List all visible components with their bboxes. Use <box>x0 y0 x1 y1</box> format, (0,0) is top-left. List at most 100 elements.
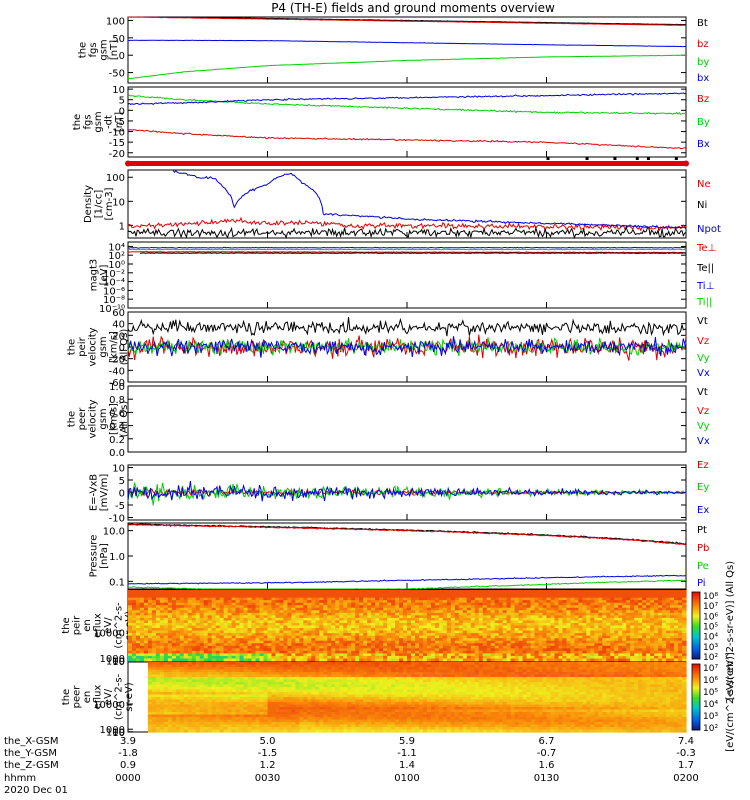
spectrogram-cell <box>550 592 556 596</box>
spectrogram-cell <box>231 719 237 723</box>
spectrogram-cell <box>339 658 344 662</box>
spectrogram-cell <box>618 640 623 644</box>
spectrogram-cell <box>387 640 392 644</box>
spectrogram-cell <box>247 620 253 624</box>
spectrogram-cell <box>159 677 165 681</box>
spectrogram-cell <box>327 592 332 596</box>
spectrogram-cell <box>191 633 197 637</box>
spectrogram-cell <box>486 633 492 637</box>
spectrogram-cell <box>558 650 564 654</box>
spectrogram-cell <box>634 633 639 637</box>
spectrogram-cell <box>223 605 229 609</box>
spectrogram-cell <box>183 622 189 627</box>
spectrogram-cell <box>410 650 416 654</box>
spectrogram-cell <box>586 630 591 634</box>
spectrogram-cell <box>195 645 201 649</box>
spectrogram-cell <box>658 628 663 632</box>
spectrogram-cell <box>151 712 157 716</box>
spectrogram-cell <box>662 610 667 614</box>
spectrogram-cell <box>542 630 548 634</box>
spectrogram-cell <box>387 595 392 599</box>
spectrogram-cell <box>383 605 388 609</box>
spectrogram-cell <box>167 597 173 601</box>
spectrogram-cell <box>315 633 320 637</box>
spectrogram-cell <box>163 677 169 681</box>
spectrogram-cell <box>183 645 189 649</box>
spectrogram-cell <box>622 635 627 639</box>
spectrogram-cell <box>407 658 412 662</box>
spectrogram-cell <box>486 615 492 619</box>
spectrogram-cell <box>219 674 225 678</box>
spectrogram-cell <box>622 592 627 596</box>
spectrogram-cell <box>263 612 269 616</box>
spectrogram-cell <box>243 633 249 637</box>
spectrogram-cell <box>379 622 384 627</box>
spectrogram-cell <box>259 600 265 604</box>
spectrogram-cell <box>295 630 300 634</box>
spectrogram-cell <box>319 625 324 629</box>
y-tick-label: -60 <box>109 378 125 389</box>
spectrogram-cell <box>199 679 205 683</box>
spectrogram-cell <box>630 607 635 611</box>
spectrogram-cell <box>219 712 225 716</box>
spectrogram-cell <box>319 630 324 634</box>
spectrogram-cell <box>175 672 181 676</box>
spectrogram-cell <box>458 617 464 622</box>
spectrogram-cell <box>446 600 452 604</box>
spectrogram-cell <box>183 635 189 639</box>
spectrogram-cell <box>466 590 472 594</box>
spectrogram-cell <box>375 615 380 619</box>
spectrogram-cell <box>219 658 225 662</box>
series-line-npot <box>172 169 687 229</box>
spectrogram-cell <box>187 682 193 686</box>
series-line-pi <box>128 574 687 585</box>
spectrogram-cell <box>403 638 408 642</box>
spectrogram-cell <box>618 592 623 596</box>
spectrogram-cell <box>251 615 257 619</box>
spectrogram-cell <box>682 655 687 660</box>
spectrogram-cell <box>235 667 241 671</box>
spectrogram-cell <box>339 615 344 619</box>
spectrogram-cell <box>163 692 169 696</box>
spectrogram-cell <box>219 679 225 683</box>
spectrogram-cell <box>534 630 540 634</box>
spectrogram-cell <box>215 595 221 599</box>
spectrogram-cell <box>574 638 579 642</box>
colorbar-step <box>692 635 700 638</box>
colorbar-label: [eV/(cm^2-s-sr-eV)] <box>725 652 736 752</box>
spectrogram-cell <box>223 638 229 642</box>
spectrogram-cell <box>147 650 153 654</box>
spectrogram-cell <box>566 653 572 657</box>
spectrogram-cell <box>410 597 416 601</box>
spectrogram-cell <box>235 648 241 652</box>
spectrogram-cell <box>410 592 416 596</box>
spectrogram-cell <box>239 729 245 733</box>
spectrogram-cell <box>271 658 277 662</box>
spectrogram-cell <box>195 655 201 660</box>
spectrogram-cell <box>219 704 225 708</box>
spectrogram-cell <box>454 600 460 604</box>
spectrogram-cell <box>371 592 376 596</box>
spectrogram-cell <box>610 595 615 599</box>
spectrogram-cell <box>243 709 249 713</box>
spectrogram-cell <box>299 635 304 639</box>
spectrogram-cell <box>175 655 181 660</box>
spectrogram-cell <box>231 692 237 696</box>
spectrogram-cell <box>343 597 348 601</box>
spectrogram-cell <box>267 633 273 637</box>
spectrogram-cell <box>243 640 249 644</box>
spectrogram-cell <box>315 605 320 609</box>
spectrogram-cell <box>223 692 229 696</box>
spectrogram-cell <box>682 650 687 654</box>
spectrogram-cell <box>407 622 412 627</box>
spectrogram-cell <box>343 615 348 619</box>
spectrogram-cell <box>179 615 185 619</box>
spectrogram-cell <box>215 658 221 662</box>
spectrogram-cell <box>159 682 165 686</box>
spectrogram-cell <box>235 689 241 693</box>
spectrogram-cell <box>159 643 165 647</box>
spectrogram-cell <box>590 607 595 611</box>
spectrogram-cell <box>622 597 627 601</box>
spectrogram-cell <box>231 648 237 652</box>
spectrogram-cell <box>359 638 364 642</box>
